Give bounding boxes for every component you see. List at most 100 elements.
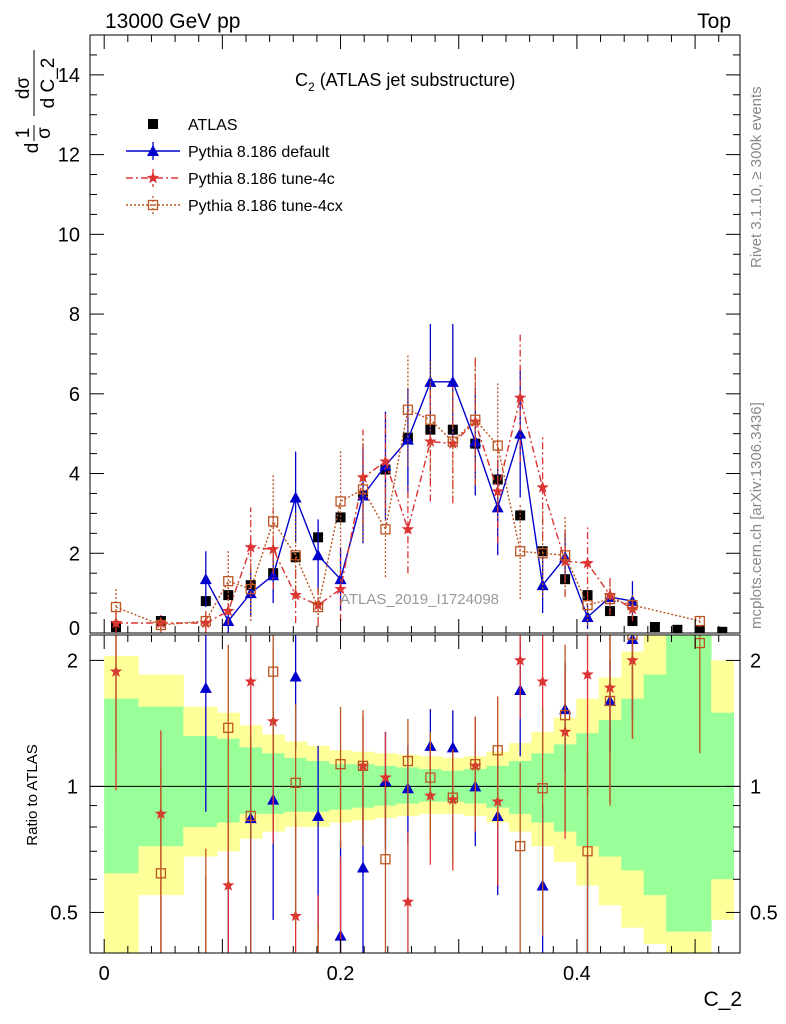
legend-label: ATLAS bbox=[188, 117, 238, 134]
ratio-default-point bbox=[289, 670, 302, 682]
main-atlas-point bbox=[717, 626, 728, 633]
ratio-tune4c-point bbox=[514, 653, 527, 666]
ratio-tune4cx-point bbox=[627, 635, 638, 641]
ratio-y-tick-label-right: 0.5 bbox=[750, 902, 778, 924]
ylabel-part-1: d bbox=[22, 143, 43, 154]
analysis-watermark: ATLAS_2019_I1724098 bbox=[340, 591, 499, 608]
ratio-default-point bbox=[222, 982, 234, 993]
main-tune4cx-point bbox=[425, 414, 436, 425]
main-plot-title: C2 (ATLAS jet substructure) bbox=[295, 70, 515, 94]
main-tune4c-point bbox=[244, 540, 257, 553]
rivet-label: Rivet 3.1.10, ≥ 300k events bbox=[748, 86, 765, 268]
main-tune4cx-point bbox=[402, 404, 414, 415]
x-tick-label: 0.4 bbox=[563, 963, 591, 985]
legend-marker bbox=[147, 145, 159, 156]
title-subscript: 2 bbox=[308, 80, 315, 94]
main-tune4cx-point bbox=[537, 548, 548, 559]
ratio-tune4cx-point bbox=[425, 772, 436, 783]
ratio-tune4cx-point bbox=[314, 1020, 323, 1024]
main-tune4c-point bbox=[558, 554, 572, 567]
ratio-tune4c-point bbox=[536, 675, 549, 687]
ratio-y-tick-label: 2 bbox=[67, 650, 78, 672]
ratio-tune4cx-point bbox=[582, 846, 593, 857]
main-tune4c-line bbox=[116, 397, 633, 624]
legend: ATLAS Pythia 8.186 default Pythia 8.186 tu… bbox=[126, 117, 343, 215]
main-tune4cx-point bbox=[627, 599, 638, 611]
ratio-tune4cx-point bbox=[447, 792, 458, 803]
ratio-bands bbox=[104, 635, 734, 953]
main-tune4cx-series bbox=[110, 353, 705, 633]
main-tune4c-point bbox=[154, 616, 168, 629]
y-tick-label: 0 bbox=[69, 618, 80, 640]
main-tune4cx-point bbox=[470, 414, 481, 425]
ylabel-part-2: 1 bbox=[13, 128, 34, 139]
ratio-y-axis-label: Ratio to ATLAS bbox=[24, 744, 41, 845]
main-atlas-point bbox=[694, 626, 705, 633]
main-tune4cx-point bbox=[380, 524, 391, 535]
ratio-default-point bbox=[446, 741, 459, 753]
main-tune4cx-point bbox=[559, 550, 571, 561]
uncertainty-band-green bbox=[688, 635, 712, 932]
ratio-tune4cx-point bbox=[335, 759, 346, 770]
main-default-point bbox=[401, 433, 414, 445]
ylabel-part-5: d C_2 bbox=[38, 58, 59, 109]
main-tune4cx-point bbox=[200, 615, 211, 627]
legend-item: Pythia 8.186 tune-4cx bbox=[126, 196, 343, 215]
ratio-y-tick-label: 0.5 bbox=[50, 902, 78, 924]
main-tune4cx-point bbox=[335, 496, 346, 507]
ratio-plot-data bbox=[90, 521, 740, 1024]
y-tick-label: 14 bbox=[58, 65, 80, 87]
ratio-tune4cx-point bbox=[604, 695, 616, 707]
title-rest: (ATLAS jet substructure) bbox=[315, 70, 516, 90]
main-default-point bbox=[199, 573, 212, 585]
main-tune4cx-point bbox=[155, 619, 167, 631]
ylabel-part-3: σ bbox=[34, 127, 55, 139]
main-atlas-point bbox=[335, 512, 346, 523]
uncertainty-band-green bbox=[643, 674, 667, 896]
main-tune4cx-point bbox=[604, 593, 616, 605]
ratio-y-tick-label: 1 bbox=[67, 776, 78, 798]
ratio-tune4cx-point bbox=[112, 521, 121, 530]
ratio-tune4cx-point bbox=[537, 783, 548, 794]
ratio-tune4cx-point bbox=[201, 968, 210, 977]
ratio-tune4cx-series bbox=[112, 521, 705, 1024]
main-tune4cx-point bbox=[110, 601, 122, 613]
main-tune4cx-point bbox=[223, 576, 234, 587]
y-tick-label: 4 bbox=[69, 464, 80, 486]
ratio-tune4cx-point bbox=[470, 759, 481, 770]
ratio-tune4cx-point bbox=[357, 760, 369, 771]
ratio-tune4cx-point bbox=[492, 745, 503, 756]
ratio-tune4c-point bbox=[401, 895, 415, 908]
main-tune4c-point bbox=[401, 522, 415, 535]
main-tune4cx-point bbox=[312, 601, 324, 613]
legend-label: Pythia 8.186 default bbox=[188, 144, 330, 161]
ratio-tune4cx-point bbox=[223, 722, 234, 734]
main-tune4c-point bbox=[514, 391, 527, 403]
ratio-tune4c-point bbox=[200, 993, 212, 1005]
legend-marker bbox=[148, 119, 158, 129]
legend-item: Pythia 8.186 tune-4c bbox=[126, 169, 335, 188]
main-default-point bbox=[469, 435, 482, 447]
legend-label: Pythia 8.186 tune-4c bbox=[188, 171, 335, 188]
ratio-default-point bbox=[199, 681, 212, 693]
y-tick-label: 6 bbox=[69, 384, 80, 406]
ratio-tune4cx-point bbox=[290, 777, 301, 788]
uncertainty-band-green bbox=[666, 635, 690, 932]
x-tick-label: 0.2 bbox=[327, 963, 355, 985]
ratio-tune4c-point bbox=[379, 771, 392, 783]
ratio-y-tick-label-right: 2 bbox=[750, 650, 761, 672]
ratio-tune4c-point bbox=[244, 675, 257, 687]
main-tune4c-point bbox=[446, 437, 459, 449]
ratio-tune4cx-point bbox=[268, 666, 279, 677]
main-tune4c-point bbox=[469, 415, 482, 427]
main-tune4cx-point bbox=[268, 516, 279, 527]
main-default-series bbox=[199, 324, 639, 633]
main-tune4c-point bbox=[424, 435, 437, 447]
ratio-tune4cx-point bbox=[380, 854, 391, 865]
title-main: C bbox=[295, 70, 308, 90]
main-default-point bbox=[312, 549, 325, 561]
main-tune4c-point bbox=[536, 481, 549, 493]
main-default-point bbox=[446, 375, 459, 387]
legend-marker bbox=[147, 199, 159, 211]
ratio-tune4cx-point bbox=[245, 810, 256, 822]
